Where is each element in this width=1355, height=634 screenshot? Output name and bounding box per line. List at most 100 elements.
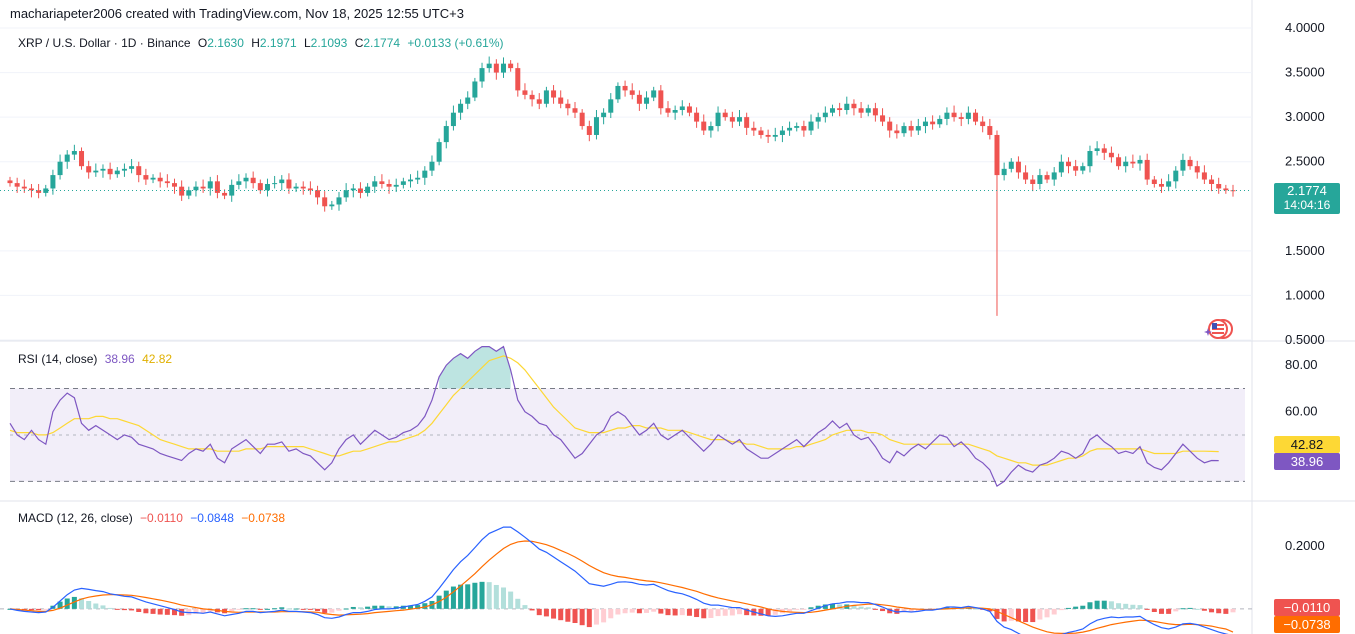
macd-histogram-bar [1023,608,1029,623]
candle-body [958,117,964,119]
price-axis[interactable]: 4.0000 3.5000 3.0000 2.5000 1.5000 1.0000 0.50… [1285,20,1325,347]
candle-body [350,188,356,191]
candle-body [393,184,399,187]
macd-axis[interactable]: 0.2000 [1285,538,1325,553]
macd-histogram-bar [543,608,549,617]
price-legend: XRP / U.S. Dollar · 1D · Binance O2.1630… [18,36,508,50]
candle-body [50,175,56,189]
candle-body [765,134,771,137]
rsi-ma-line [9,355,1219,466]
candle-body [222,192,228,196]
candle-body [286,179,292,189]
macd-histogram-bar [672,608,678,616]
macd-histogram-bar [21,608,27,611]
macd-histogram-bar [379,605,385,609]
candle-body [1101,148,1107,153]
macd-histogram-bar [772,608,778,615]
candle-body [293,186,299,189]
candle-body [429,161,435,171]
rsi-value: 38.96 [104,352,135,366]
candle-body [1030,179,1036,184]
macd-histogram-bar [872,608,878,610]
high-value: H2.1971 [251,36,296,50]
candle-body [601,112,607,118]
macd-histogram-bar [1087,602,1093,609]
macd-histogram-bar [636,608,642,614]
macd-histogram-bar [615,608,621,615]
candle-body [458,103,464,113]
candle-body [236,181,242,185]
macd-histogram-bar [1180,608,1186,610]
candle-body [744,117,750,128]
candle-body [179,186,185,196]
candle-body [543,90,549,104]
macd-histogram-bar [829,603,835,609]
candle-body [558,97,564,104]
macd-histogram-bar [644,608,650,613]
candle-body [136,166,142,176]
candle-body [372,181,378,187]
price-tick-label: 3.0000 [1285,109,1325,124]
macd-histogram-bar [264,608,270,610]
macd-histogram-bar [794,608,800,610]
macd-histogram-bar [586,608,592,628]
macd-histogram-bar [887,608,893,614]
candle-body [980,121,986,127]
macd-histogram-bar [300,608,306,610]
candle-body [121,168,127,171]
candle-body [579,112,585,127]
macd-histogram-bar [465,584,471,609]
macd-histogram-bar [837,604,843,609]
macd-pane[interactable] [0,526,1252,634]
macd-histogram-bar [272,608,278,610]
macd-signal-line [9,540,1234,634]
candle-body [829,108,835,113]
candle-body [651,90,657,98]
candle-body [486,63,492,69]
candle-body [200,186,206,189]
macd-histogram-bar [722,608,728,616]
macd-histogram-bar [1123,603,1129,609]
high-label: H [251,36,260,50]
rsi-pane[interactable] [9,345,1245,487]
candle-body [636,94,642,104]
macd-histogram-bar [551,608,557,619]
candle-body [214,181,220,193]
macd-histogram-bar [1094,600,1100,609]
candle-body [865,108,871,113]
macd-histogram-bar [386,606,392,609]
candle-body [1001,168,1007,176]
candle-body [322,197,328,207]
macd-histogram-bar [293,608,299,610]
macd-histogram-bar [1101,600,1107,609]
candle-body [1080,166,1086,171]
macd-histogram-bar [1187,607,1193,609]
macd-histogram-bar [114,608,120,610]
macd-histogram-bar [422,603,428,609]
candle-body [86,166,92,173]
price-tick-label: 1.5000 [1285,243,1325,258]
macd-label: MACD (12, 26, close) [18,511,133,525]
macd-histogram-bar [565,608,571,622]
rsi-overbought-fill [439,346,511,389]
rsi-axis[interactable]: 80.00 60.00 [1285,357,1318,418]
candle-body [408,179,414,182]
price-pane[interactable] [0,56,1252,316]
candle-body [772,134,778,137]
macd-histogram-bar [493,584,499,609]
macd-histogram-bar [415,605,421,609]
macd-histogram-bar [665,608,671,616]
us-flag-event-icon[interactable] [1204,318,1234,340]
candle-body [851,103,857,109]
macd-histogram-bar [322,608,328,613]
candle-body [686,106,692,113]
macd-histogram-bar [536,608,542,616]
macd-histogram-bar [93,603,99,609]
macd-histogram-bar [129,608,135,611]
candle-body [243,177,249,182]
macd-histogram-bar [350,606,356,609]
candle-body [1158,184,1164,187]
candle-body [1151,179,1157,184]
macd-histogram-bar [880,608,886,612]
